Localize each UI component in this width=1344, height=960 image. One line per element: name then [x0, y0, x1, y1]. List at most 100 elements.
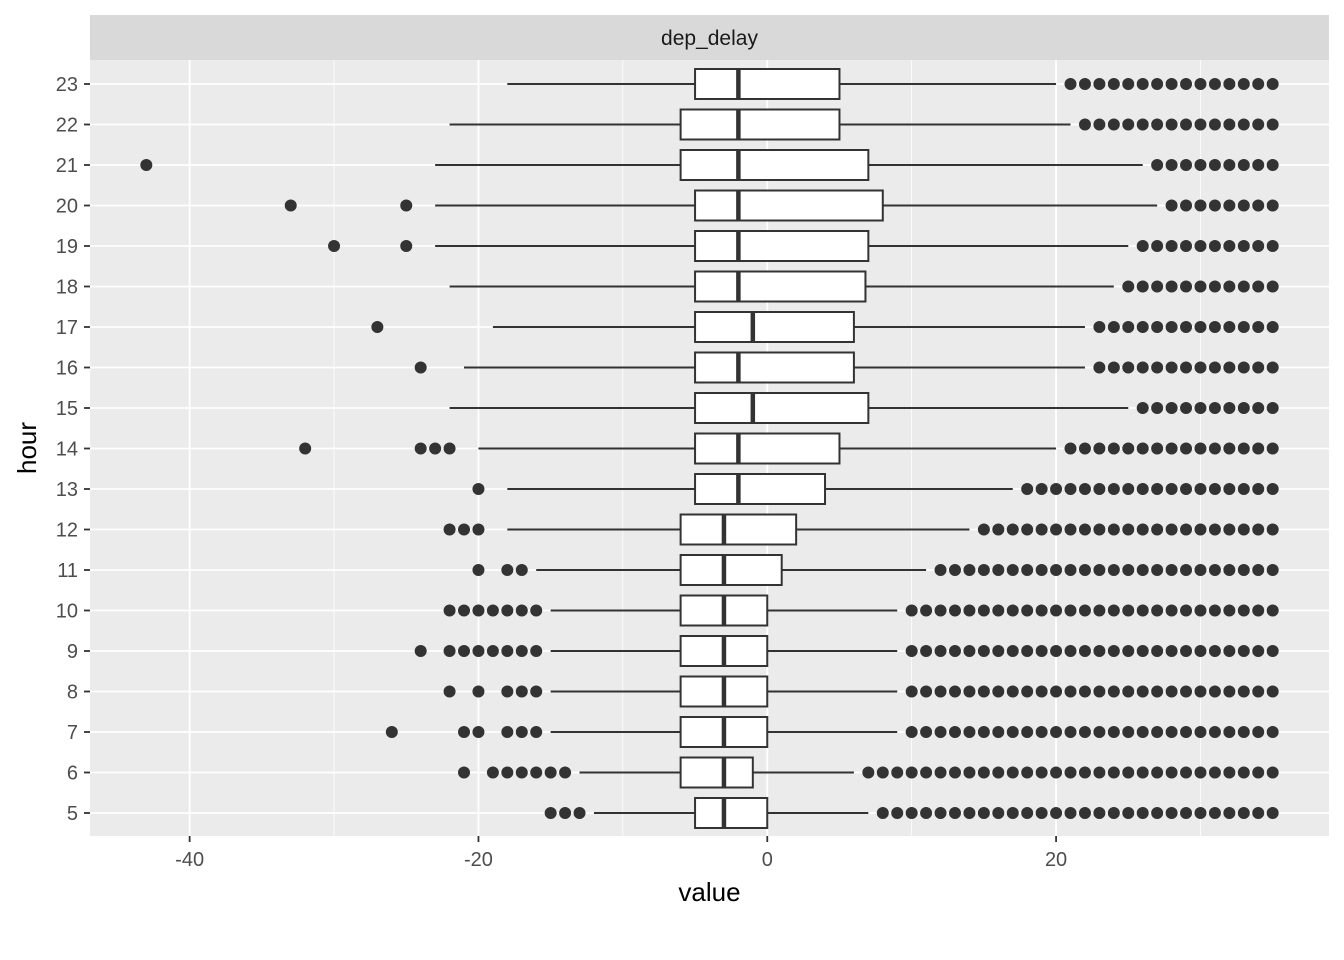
y-tick-label: 12 — [56, 520, 78, 542]
outlier-point — [1165, 523, 1178, 536]
outlier-point — [1165, 402, 1178, 414]
outlier-point — [1151, 321, 1164, 333]
outlier-point — [1223, 604, 1236, 617]
outlier-point — [1136, 483, 1149, 495]
outlier-point — [905, 726, 918, 738]
outlier-point — [920, 645, 933, 657]
outlier-point — [1107, 766, 1120, 779]
outlier-point — [1035, 685, 1048, 698]
y-tick-label: 22 — [56, 115, 78, 137]
outlier-point — [934, 645, 947, 657]
y-tick-label: 21 — [56, 155, 78, 177]
outlier-point — [1107, 685, 1120, 698]
outlier-point — [1107, 645, 1120, 657]
outlier-point — [1050, 766, 1063, 779]
outlier-point — [1107, 604, 1120, 617]
outlier-point — [1252, 564, 1265, 576]
outlier-point — [1136, 685, 1149, 698]
outlier-point — [1266, 685, 1279, 698]
outlier-point — [1266, 361, 1279, 374]
outlier-point — [472, 604, 485, 617]
outlier-point — [1208, 442, 1221, 455]
outlier-point — [1151, 685, 1164, 698]
outlier-point — [1151, 118, 1164, 131]
outlier-point — [920, 604, 933, 617]
outlier-point — [1208, 280, 1221, 293]
outlier-point — [1252, 442, 1265, 455]
outlier-point — [443, 645, 456, 657]
outlier-point — [1006, 523, 1019, 536]
y-tick-label: 6 — [67, 763, 78, 785]
outlier-point — [1050, 483, 1063, 495]
outlier-point — [948, 726, 961, 738]
outlier-point — [1078, 78, 1091, 90]
outlier-point — [559, 766, 572, 779]
outlier-point — [1165, 766, 1178, 779]
box-hour-15 — [449, 392, 1279, 424]
outlier-point — [1136, 807, 1149, 819]
outlier-point — [1122, 685, 1135, 698]
outlier-point — [1136, 118, 1149, 131]
box-hour-9 — [414, 635, 1279, 667]
y-tick-label: 19 — [56, 236, 78, 258]
box-iqr — [694, 432, 841, 465]
outlier-point — [458, 604, 471, 617]
outlier-point — [1208, 361, 1221, 374]
outlier-point — [1252, 240, 1265, 252]
outlier-point — [371, 321, 384, 333]
outlier-point — [1078, 442, 1091, 455]
outlier-point — [992, 807, 1005, 819]
outlier-point — [1237, 280, 1250, 293]
outlier-point — [992, 604, 1005, 617]
outlier-point — [1223, 361, 1236, 374]
outlier-point — [1035, 766, 1048, 779]
outlier-point — [1035, 564, 1048, 576]
outlier-point — [1266, 199, 1279, 212]
outlier-point — [1050, 645, 1063, 657]
outlier-point — [948, 766, 961, 779]
outlier-point — [1194, 199, 1207, 212]
box-hour-22 — [449, 108, 1279, 141]
outlier-point — [501, 766, 514, 779]
outlier-point — [1208, 321, 1221, 333]
outlier-point — [992, 685, 1005, 698]
outlier-point — [1122, 645, 1135, 657]
outlier-point — [515, 766, 528, 779]
outlier-point — [1266, 159, 1279, 171]
outlier-point — [299, 442, 312, 455]
outlier-point — [501, 564, 514, 576]
outlier-point — [1122, 321, 1135, 333]
outlier-point — [1194, 604, 1207, 617]
outlier-point — [1151, 564, 1164, 576]
outlier-point — [1208, 523, 1221, 536]
outlier-point — [1266, 523, 1279, 536]
outlier-point — [1208, 564, 1221, 576]
outlier-point — [1223, 483, 1236, 495]
outlier-point — [992, 564, 1005, 576]
outlier-point — [934, 766, 947, 779]
outlier-point — [1223, 199, 1236, 212]
outlier-point — [963, 685, 976, 698]
outlier-point — [1136, 604, 1149, 617]
outlier-point — [1194, 240, 1207, 252]
outlier-point — [501, 604, 514, 617]
outlier-point — [1021, 523, 1034, 536]
outlier-point — [905, 685, 918, 698]
outlier-point — [1107, 483, 1120, 495]
outlier-point — [963, 766, 976, 779]
outlier-point — [905, 766, 918, 779]
box-iqr — [694, 392, 870, 424]
x-axis-title: value — [678, 877, 740, 907]
outlier-point — [1151, 402, 1164, 414]
outlier-point — [1237, 402, 1250, 414]
outlier-point — [1223, 564, 1236, 576]
outlier-point — [1237, 240, 1250, 252]
box-hour-16 — [414, 351, 1279, 384]
outlier-point — [1252, 645, 1265, 657]
outlier-point — [977, 604, 990, 617]
box-hour-10 — [443, 594, 1279, 627]
outlier-point — [1252, 604, 1265, 617]
outlier-point — [1165, 361, 1178, 374]
outlier-point — [1194, 807, 1207, 819]
outlier-point — [1136, 523, 1149, 536]
